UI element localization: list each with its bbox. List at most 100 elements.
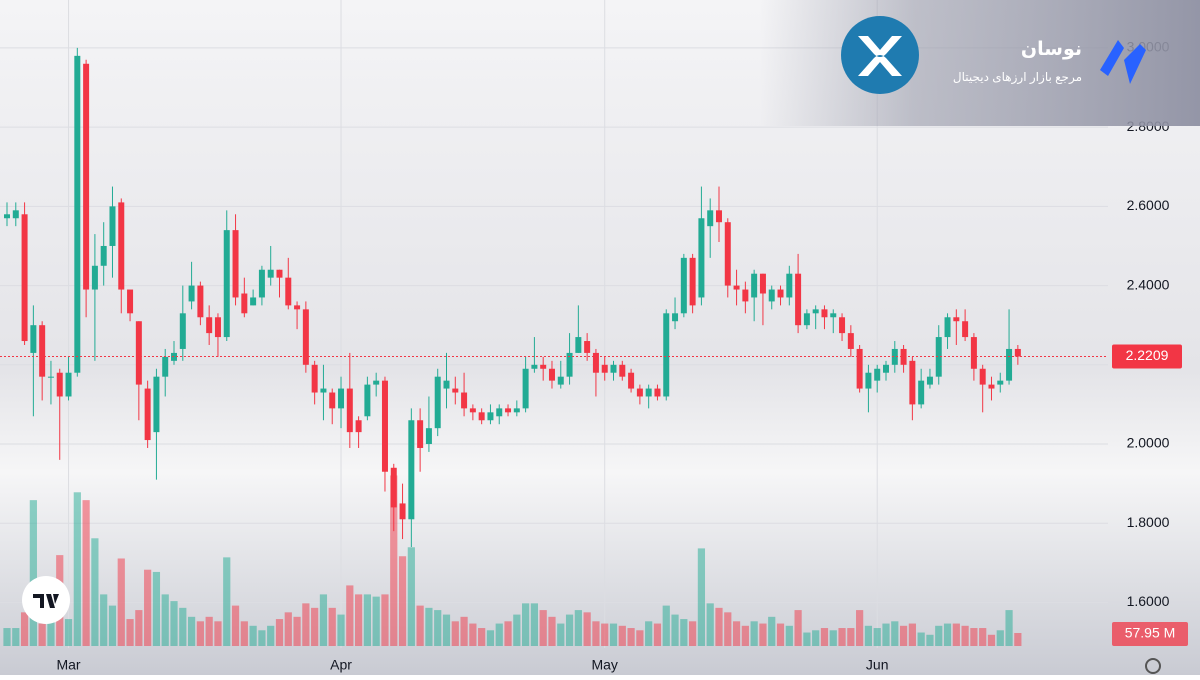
candle-body xyxy=(865,372,872,389)
candle-body xyxy=(241,293,248,314)
last-price-box xyxy=(1112,344,1182,369)
gear[interactable] xyxy=(1145,658,1161,674)
volume-bar xyxy=(548,616,556,646)
candle-body xyxy=(302,309,309,365)
candle-body xyxy=(1006,348,1013,381)
volume-bar xyxy=(469,623,477,646)
candle-body xyxy=(47,376,54,378)
volume-bar xyxy=(504,621,512,646)
volume-bar xyxy=(3,628,11,646)
volume-bar xyxy=(952,623,960,646)
candle-body xyxy=(56,372,63,397)
last-volume-box xyxy=(1112,622,1188,646)
volume-bar xyxy=(478,628,486,646)
candle-body xyxy=(698,218,705,298)
volume-bar xyxy=(416,605,424,646)
volume-bar xyxy=(565,614,574,646)
candle-body xyxy=(171,352,178,361)
candle-body xyxy=(425,428,432,445)
candle-body xyxy=(812,309,819,314)
brand-panel: نوسان مرجع بازار ارزهای دیجیتال xyxy=(760,0,1200,126)
candle-body xyxy=(478,412,485,421)
candle-body xyxy=(839,317,846,334)
candle-body xyxy=(232,230,239,298)
volume-bar xyxy=(20,612,29,646)
volume-bar xyxy=(926,634,934,646)
volume-bar xyxy=(117,558,125,646)
volume-bar xyxy=(407,547,415,646)
volume-bar xyxy=(873,628,881,646)
candle-body xyxy=(636,388,643,397)
candle-body xyxy=(408,420,415,520)
volume-bar xyxy=(38,623,46,646)
volume-bar xyxy=(135,610,143,646)
candle-body xyxy=(672,313,679,322)
volume-bar xyxy=(223,557,231,646)
volume-bar xyxy=(627,628,635,646)
candle-body xyxy=(724,222,731,286)
volume-bar xyxy=(653,623,662,646)
candle-body xyxy=(320,388,327,393)
volume-bar xyxy=(258,630,266,646)
volume-bar xyxy=(680,619,688,646)
volume-bar xyxy=(882,623,890,646)
candle-body xyxy=(856,348,863,389)
volume-bar xyxy=(750,621,758,646)
volume-bar xyxy=(759,623,767,646)
candle-body xyxy=(100,245,107,266)
x-tick-label: Jun xyxy=(866,657,889,673)
tv-mark xyxy=(33,594,59,608)
candle-body xyxy=(891,348,898,365)
volume-bar xyxy=(996,630,1004,646)
candle-body xyxy=(751,273,758,298)
candle-body xyxy=(909,360,916,405)
brand-tagline: مرجع بازار ارزهای دیجیتال xyxy=(953,70,1082,85)
candle-body xyxy=(786,273,793,298)
volume-bar xyxy=(214,621,222,646)
candle-body xyxy=(979,368,986,385)
volume-bar xyxy=(337,614,345,646)
y-tick-label: 1.6000 xyxy=(1127,593,1170,609)
volume-bar xyxy=(636,630,644,646)
volume-bar xyxy=(187,616,196,646)
volume-bar xyxy=(970,628,978,646)
candle-body xyxy=(601,364,608,373)
volume-bar xyxy=(689,621,697,646)
volume-bar xyxy=(451,621,459,646)
candle-body xyxy=(364,384,371,417)
candle-body xyxy=(715,210,722,223)
volume-bar xyxy=(302,603,310,646)
volume-bar xyxy=(398,556,407,646)
candle-body xyxy=(4,214,10,219)
candle-body xyxy=(566,352,573,377)
volume-bar xyxy=(179,607,187,646)
candle-body xyxy=(821,309,828,318)
candle-body xyxy=(65,372,72,397)
settings-icon[interactable] xyxy=(1145,658,1161,674)
y-tick-label: 2.6000 xyxy=(1127,197,1170,213)
candle-body xyxy=(311,364,318,393)
candle-body xyxy=(399,503,406,520)
candle-body xyxy=(144,388,151,441)
x-tick-label: Apr xyxy=(330,657,352,673)
candle-body xyxy=(874,368,881,381)
candle-body xyxy=(926,376,933,385)
volume-bar xyxy=(943,623,952,646)
volume-bar xyxy=(442,614,451,646)
volume-bar xyxy=(618,625,626,646)
volume-bar xyxy=(363,594,371,646)
candle-body xyxy=(285,277,292,306)
candle-body xyxy=(21,214,28,342)
candle-body xyxy=(74,55,81,373)
volume-bar xyxy=(82,500,90,646)
candle-body xyxy=(575,337,582,353)
volume-bar xyxy=(249,625,257,646)
volume-bar xyxy=(829,630,837,646)
candle-body xyxy=(654,388,661,397)
candle-body xyxy=(91,265,98,290)
y-tick-label: 2.0000 xyxy=(1127,435,1170,451)
volume-bar xyxy=(91,538,99,646)
volume-bar xyxy=(267,625,275,646)
candle-body xyxy=(970,337,977,369)
volume-bar xyxy=(935,625,943,646)
